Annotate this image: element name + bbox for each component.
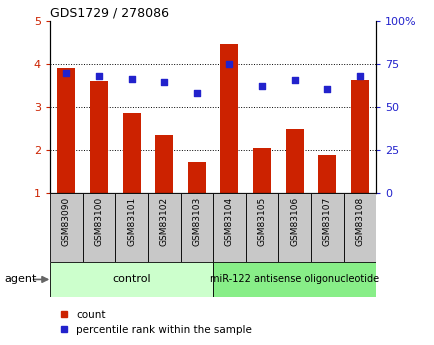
Bar [350, 80, 368, 193]
Point [161, 79, 168, 85]
Bar [213, 193, 245, 262]
Point [226, 61, 233, 67]
Bar [115, 193, 148, 262]
Bar [187, 162, 205, 193]
Bar [343, 193, 375, 262]
Text: GSM83106: GSM83106 [289, 197, 299, 246]
Bar [122, 114, 140, 193]
Bar [318, 155, 335, 193]
Text: agent: agent [4, 275, 36, 284]
Text: GSM83102: GSM83102 [159, 197, 168, 246]
Text: GSM83103: GSM83103 [192, 197, 201, 246]
Bar [50, 193, 82, 262]
Bar [90, 81, 108, 193]
Text: miR-122 antisense oligonucleotide: miR-122 antisense oligonucleotide [210, 275, 378, 284]
Point [356, 73, 363, 79]
Legend: count, percentile rank within the sample: count, percentile rank within the sample [55, 305, 256, 339]
Bar [155, 135, 173, 193]
Bar [148, 193, 180, 262]
Bar [180, 193, 213, 262]
Text: GSM83101: GSM83101 [127, 197, 136, 246]
Bar [50, 262, 213, 297]
Bar [57, 68, 75, 193]
Text: GSM83104: GSM83104 [224, 197, 233, 246]
Point [258, 83, 265, 89]
Point [128, 76, 135, 82]
Bar [310, 193, 343, 262]
Bar [82, 193, 115, 262]
Bar [220, 45, 238, 193]
Bar [245, 193, 278, 262]
Text: GSM83090: GSM83090 [62, 197, 71, 246]
Point [323, 86, 330, 92]
Point [290, 77, 297, 82]
Text: GSM83108: GSM83108 [355, 197, 364, 246]
Text: GSM83107: GSM83107 [322, 197, 331, 246]
Text: GDS1729 / 278086: GDS1729 / 278086 [50, 7, 169, 20]
Bar [278, 193, 310, 262]
Text: GSM83100: GSM83100 [94, 197, 103, 246]
Point [95, 73, 102, 79]
Point [62, 71, 69, 76]
Text: control: control [112, 275, 151, 284]
Bar [285, 129, 303, 193]
Bar [213, 262, 375, 297]
Text: GSM83105: GSM83105 [257, 197, 266, 246]
Point [193, 90, 200, 96]
Bar [253, 148, 270, 193]
